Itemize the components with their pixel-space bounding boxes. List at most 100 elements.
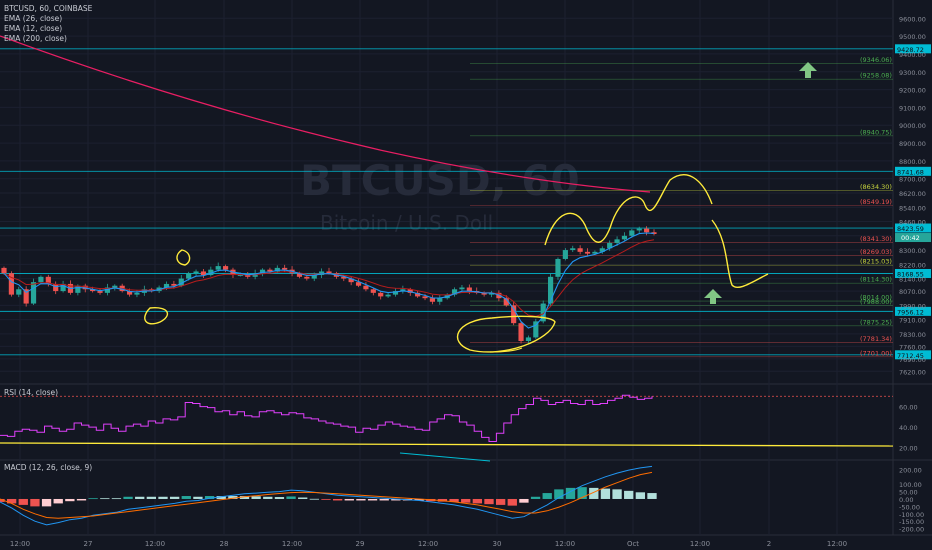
candle-body[interactable]: [540, 303, 546, 322]
candle-body[interactable]: [45, 276, 51, 284]
candle-body[interactable]: [97, 291, 103, 293]
candle-body[interactable]: [584, 251, 591, 254]
candle-body[interactable]: [208, 269, 214, 276]
candle-body[interactable]: [355, 282, 362, 286]
macd-histogram-bar: [449, 498, 459, 502]
candle-body[interactable]: [215, 266, 221, 270]
candle-body[interactable]: [570, 248, 576, 251]
macd-histogram-bar: [391, 498, 401, 501]
candle-body[interactable]: [23, 289, 29, 304]
price-tick-label: 8540.00: [899, 204, 926, 212]
level-label: (7988.00): [860, 298, 892, 306]
macd-histogram-bar: [507, 498, 517, 506]
candle-body[interactable]: [385, 294, 391, 297]
candle-body[interactable]: [488, 292, 495, 295]
candle-body[interactable]: [503, 298, 509, 306]
candle-body[interactable]: [296, 273, 303, 277]
candle-body[interactable]: [459, 287, 465, 290]
candle-body[interactable]: [237, 275, 243, 277]
candle-body[interactable]: [370, 289, 376, 293]
candle-body[interactable]: [60, 283, 66, 292]
candle-body[interactable]: [341, 276, 347, 279]
candle-body[interactable]: [621, 235, 628, 240]
candle-body[interactable]: [548, 276, 554, 304]
candle-body[interactable]: [126, 291, 133, 295]
candle-body[interactable]: [282, 267, 288, 270]
time-tick-label: 12:00: [690, 540, 710, 548]
candle-body[interactable]: [178, 278, 184, 286]
candle-body[interactable]: [644, 228, 650, 233]
candle-body[interactable]: [363, 285, 369, 290]
ema-lines: [0, 35, 655, 329]
candle-body[interactable]: [186, 273, 192, 279]
candle-body[interactable]: [200, 271, 207, 276]
candle-body[interactable]: [429, 298, 435, 302]
candle-body[interactable]: [245, 275, 251, 277]
price-axis: 9428.72 8741.68 8423.59 8168.55 7956.12 7712.…: [895, 15, 931, 534]
macd-histogram-bar: [495, 498, 506, 505]
candle-body[interactable]: [1, 267, 7, 274]
ema-200-line: [0, 35, 651, 193]
macd-tick-label: 100.00: [899, 481, 922, 489]
time-tick-label: 27: [84, 540, 93, 548]
candle-body[interactable]: [16, 289, 22, 295]
candle-body[interactable]: [274, 267, 280, 272]
candle-body[interactable]: [451, 289, 458, 295]
candle-body[interactable]: [30, 282, 37, 304]
macd-histogram-bar: [577, 487, 587, 499]
candle-body[interactable]: [437, 298, 443, 302]
candle-body[interactable]: [422, 296, 428, 299]
candle-body[interactable]: [8, 273, 14, 295]
candle-body[interactable]: [466, 287, 472, 292]
candle-body[interactable]: [607, 242, 613, 249]
level-price-tag: [895, 166, 931, 176]
candle-body[interactable]: [75, 285, 81, 293]
level-price-tag: [895, 268, 931, 278]
candle-body[interactable]: [599, 248, 605, 252]
candle-body[interactable]: [134, 292, 140, 295]
candle-body[interactable]: [415, 292, 421, 297]
macd-histogram-bar: [321, 498, 331, 500]
price-tick-label: 9300.00: [899, 69, 926, 77]
candle-body[interactable]: [326, 271, 332, 274]
candle-body[interactable]: [577, 248, 583, 252]
candle-body[interactable]: [518, 323, 524, 341]
candle-body[interactable]: [311, 275, 317, 279]
candle-body[interactable]: [38, 276, 44, 283]
candle-body[interactable]: [511, 305, 517, 324]
watermark-name: Bitcoin / U.S. Doll: [320, 211, 493, 235]
candle-body[interactable]: [193, 271, 199, 274]
candle-body[interactable]: [592, 251, 598, 254]
candle-body[interactable]: [259, 269, 266, 274]
candle-body[interactable]: [629, 230, 635, 236]
candle-body[interactable]: [392, 291, 399, 295]
candle-body[interactable]: [555, 258, 561, 277]
macd-histogram-bar: [228, 496, 238, 499]
candle-body[interactable]: [112, 285, 118, 288]
candle-body[interactable]: [90, 289, 96, 292]
candle-body[interactable]: [104, 287, 110, 293]
candle-body[interactable]: [562, 250, 568, 259]
candle-body[interactable]: [163, 283, 170, 288]
macd-tick-label: -50.00: [899, 503, 920, 511]
level-price-label: 8741.68: [897, 168, 924, 176]
macd-histogram-bar: [6, 498, 17, 504]
candle-body[interactable]: [481, 292, 487, 295]
level-price-tag: [895, 44, 931, 54]
macd-histogram-bar: [414, 498, 424, 501]
candle-body[interactable]: [400, 289, 406, 292]
candle-body[interactable]: [614, 239, 620, 243]
candle-body[interactable]: [82, 285, 88, 290]
candle-body[interactable]: [636, 228, 642, 231]
candle-body[interactable]: [223, 266, 229, 270]
candle-body[interactable]: [53, 283, 59, 292]
candle-body[interactable]: [525, 337, 532, 341]
candle-body[interactable]: [378, 292, 384, 297]
candle-body[interactable]: [267, 269, 273, 272]
candle-body[interactable]: [304, 276, 310, 279]
candle-body[interactable]: [171, 283, 177, 286]
candle-body[interactable]: [348, 278, 354, 283]
candle-body[interactable]: [407, 289, 413, 293]
candle-body[interactable]: [533, 321, 539, 338]
